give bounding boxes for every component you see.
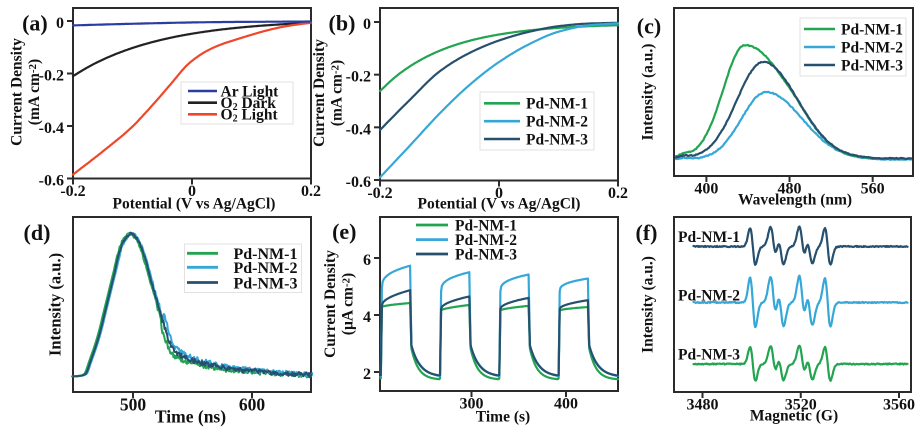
svg-text:-0.2: -0.2 (346, 69, 371, 86)
svg-text:Pd-NM-2: Pd-NM-2 (455, 232, 517, 249)
svg-text:600: 600 (239, 395, 266, 415)
svg-text:Current Density: Current Density (311, 39, 328, 147)
svg-text:-0.2: -0.2 (60, 183, 85, 200)
svg-text:3560: 3560 (883, 397, 915, 414)
svg-text:(mA cm-2): (mA cm-2) (26, 59, 43, 125)
svg-text:0: 0 (56, 15, 64, 32)
svg-text:-0.2: -0.2 (367, 185, 392, 202)
svg-text:(b): (b) (329, 10, 356, 35)
svg-text:4: 4 (363, 309, 371, 326)
svg-text:400: 400 (554, 396, 578, 413)
svg-text:Ar Light: Ar Light (221, 83, 280, 100)
svg-text:(f): (f) (636, 220, 658, 245)
svg-text:Potential (V vs Ag/AgCl): Potential (V vs Ag/AgCl) (113, 196, 276, 213)
svg-text:Pd-NM-3: Pd-NM-3 (526, 131, 588, 148)
svg-text:Pd-NM-3: Pd-NM-3 (678, 347, 740, 364)
svg-text:400: 400 (694, 181, 718, 198)
svg-text:Pd-NM-1: Pd-NM-1 (455, 217, 517, 234)
svg-text:560: 560 (861, 181, 885, 198)
svg-text:Pd-NM-1: Pd-NM-1 (526, 96, 588, 113)
svg-text:Pd-NM-3: Pd-NM-3 (234, 275, 298, 292)
svg-text:(a): (a) (22, 10, 48, 35)
svg-text:Time (ns): Time (ns) (155, 407, 226, 427)
svg-text:O2 Light: O2 Light (221, 107, 279, 125)
svg-text:(c): (c) (637, 14, 661, 39)
svg-text:Pd-NM-2: Pd-NM-2 (841, 39, 903, 56)
svg-text:Intensity (a.u.): Intensity (a.u.) (640, 44, 657, 141)
svg-text:0.2: 0.2 (301, 183, 321, 200)
svg-text:(µA cm-2): (µA cm-2) (340, 273, 357, 335)
svg-text:(mA cm-2): (mA cm-2) (329, 60, 346, 126)
svg-text:2: 2 (363, 366, 371, 383)
svg-text:Intensity (a.u.): Intensity (a.u.) (640, 256, 657, 353)
svg-text:0: 0 (495, 185, 503, 202)
svg-text:Wavelength (nm): Wavelength (nm) (738, 192, 852, 209)
svg-text:Magnetic (G): Magnetic (G) (750, 408, 838, 425)
svg-text:Current Density: Current Density (9, 38, 26, 146)
svg-text:300: 300 (460, 396, 484, 413)
svg-text:480: 480 (778, 181, 802, 198)
svg-text:Potential (V vs Ag/AgCl): Potential (V vs Ag/AgCl) (418, 196, 581, 213)
svg-text:Pd-NM-2: Pd-NM-2 (526, 114, 588, 131)
svg-text:500: 500 (120, 395, 147, 415)
svg-text:(e): (e) (332, 219, 356, 244)
svg-text:Pd-NM-1: Pd-NM-1 (678, 229, 740, 246)
svg-text:Pd-NM-3: Pd-NM-3 (455, 246, 517, 263)
svg-text:0: 0 (363, 16, 371, 33)
svg-text:Intensity (a.u.): Intensity (a.u.) (46, 253, 65, 356)
svg-text:Pd-NM-3: Pd-NM-3 (841, 57, 903, 74)
svg-text:-0.6: -0.6 (39, 173, 64, 190)
svg-text:Pd-NM-2: Pd-NM-2 (678, 287, 740, 304)
svg-text:Pd-NM-1: Pd-NM-1 (234, 246, 298, 263)
svg-text:-0.4: -0.4 (39, 120, 64, 137)
svg-text:Pd-NM-2: Pd-NM-2 (234, 260, 298, 277)
svg-text:0.2: 0.2 (608, 185, 628, 202)
svg-text:6: 6 (363, 252, 371, 269)
svg-text:-0.6: -0.6 (346, 174, 371, 191)
svg-text:3480: 3480 (687, 397, 719, 414)
svg-text:0: 0 (188, 183, 196, 200)
svg-text:-0.4: -0.4 (346, 121, 371, 138)
svg-text:3520: 3520 (785, 397, 817, 414)
svg-text:Time (s): Time (s) (476, 409, 530, 426)
svg-text:(d): (d) (24, 220, 51, 245)
svg-text:-0.2: -0.2 (39, 68, 64, 85)
svg-text:Current Density: Current Density (322, 250, 339, 358)
svg-text:Pd-NM-1: Pd-NM-1 (841, 21, 903, 38)
